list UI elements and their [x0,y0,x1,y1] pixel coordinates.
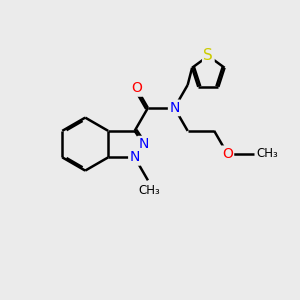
Text: CH₃: CH₃ [139,184,160,197]
Text: N: N [169,101,180,115]
Text: O: O [222,147,233,161]
Text: S: S [203,49,213,64]
Text: N: N [138,137,149,151]
Text: O: O [131,81,142,95]
Text: N: N [130,150,140,164]
Text: CH₃: CH₃ [257,147,279,160]
